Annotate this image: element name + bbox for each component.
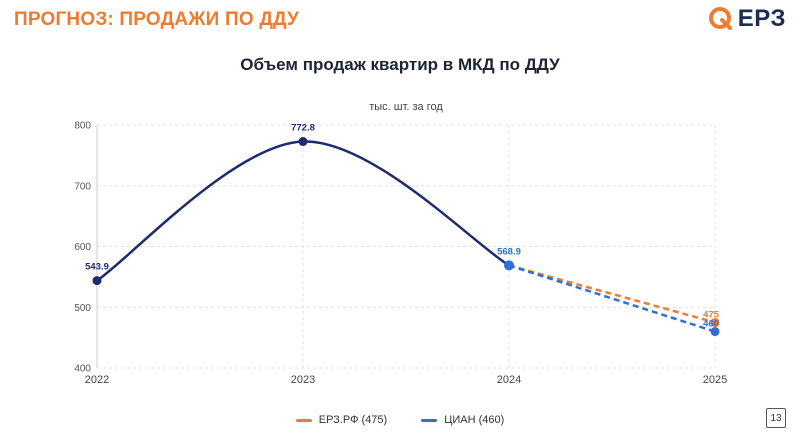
y-tick-label: 500 (74, 303, 91, 314)
history-point (504, 260, 514, 271)
x-tick-label: 2023 (291, 374, 315, 386)
y-tick-label: 700 (74, 181, 91, 192)
history-data-label: 772.8 (291, 123, 315, 134)
legend-swatch-erz (295, 418, 312, 422)
orange-q-icon (708, 7, 732, 30)
legend-item-erz[interactable]: ЕРЗ.РФ (475) (295, 414, 388, 426)
x-tick-label: 2022 (85, 374, 109, 386)
history-data-label: 543.9 (85, 262, 109, 273)
page-number: 13 (766, 408, 786, 428)
history-point (298, 137, 308, 147)
slide-title: ПРОГНОЗ: ПРОДАЖИ ПО ДДУ (14, 9, 300, 30)
y-tick-label: 600 (74, 242, 91, 253)
history-data-label: 568.9 (497, 246, 521, 257)
x-tick-label: 2025 (703, 374, 727, 386)
legend: ЕРЗ.РФ (475) ЦИАН (460) (0, 414, 800, 426)
forecast-line-1 (508, 264, 716, 333)
forecast-point-0 (710, 317, 720, 327)
forecast-line-0 (508, 264, 716, 324)
y-tick-label: 400 (74, 364, 91, 375)
logo: ЕРЗ (708, 5, 786, 33)
x-tick-label: 2024 (497, 374, 521, 386)
chart-title: Объем продаж квартир в МКД по ДДУ (240, 55, 560, 74)
y-tick-label: 800 (74, 121, 91, 132)
legend-item-cian[interactable]: ЦИАН (460) (421, 414, 504, 426)
legend-label-erz: ЕРЗ.РФ (475) (318, 414, 388, 426)
forecast-data-label-0: 475 (703, 309, 720, 320)
forecast-data-label-1: 460 (703, 319, 719, 330)
legend-swatch-cian (421, 418, 438, 422)
history-point (92, 276, 102, 286)
chart-subtitle: тыс. шт. за год (369, 101, 443, 113)
forecast-point-1 (710, 327, 720, 337)
logo-text: ЕРЗ (737, 5, 786, 32)
legend-label-cian: ЦИАН (460) (444, 414, 505, 426)
